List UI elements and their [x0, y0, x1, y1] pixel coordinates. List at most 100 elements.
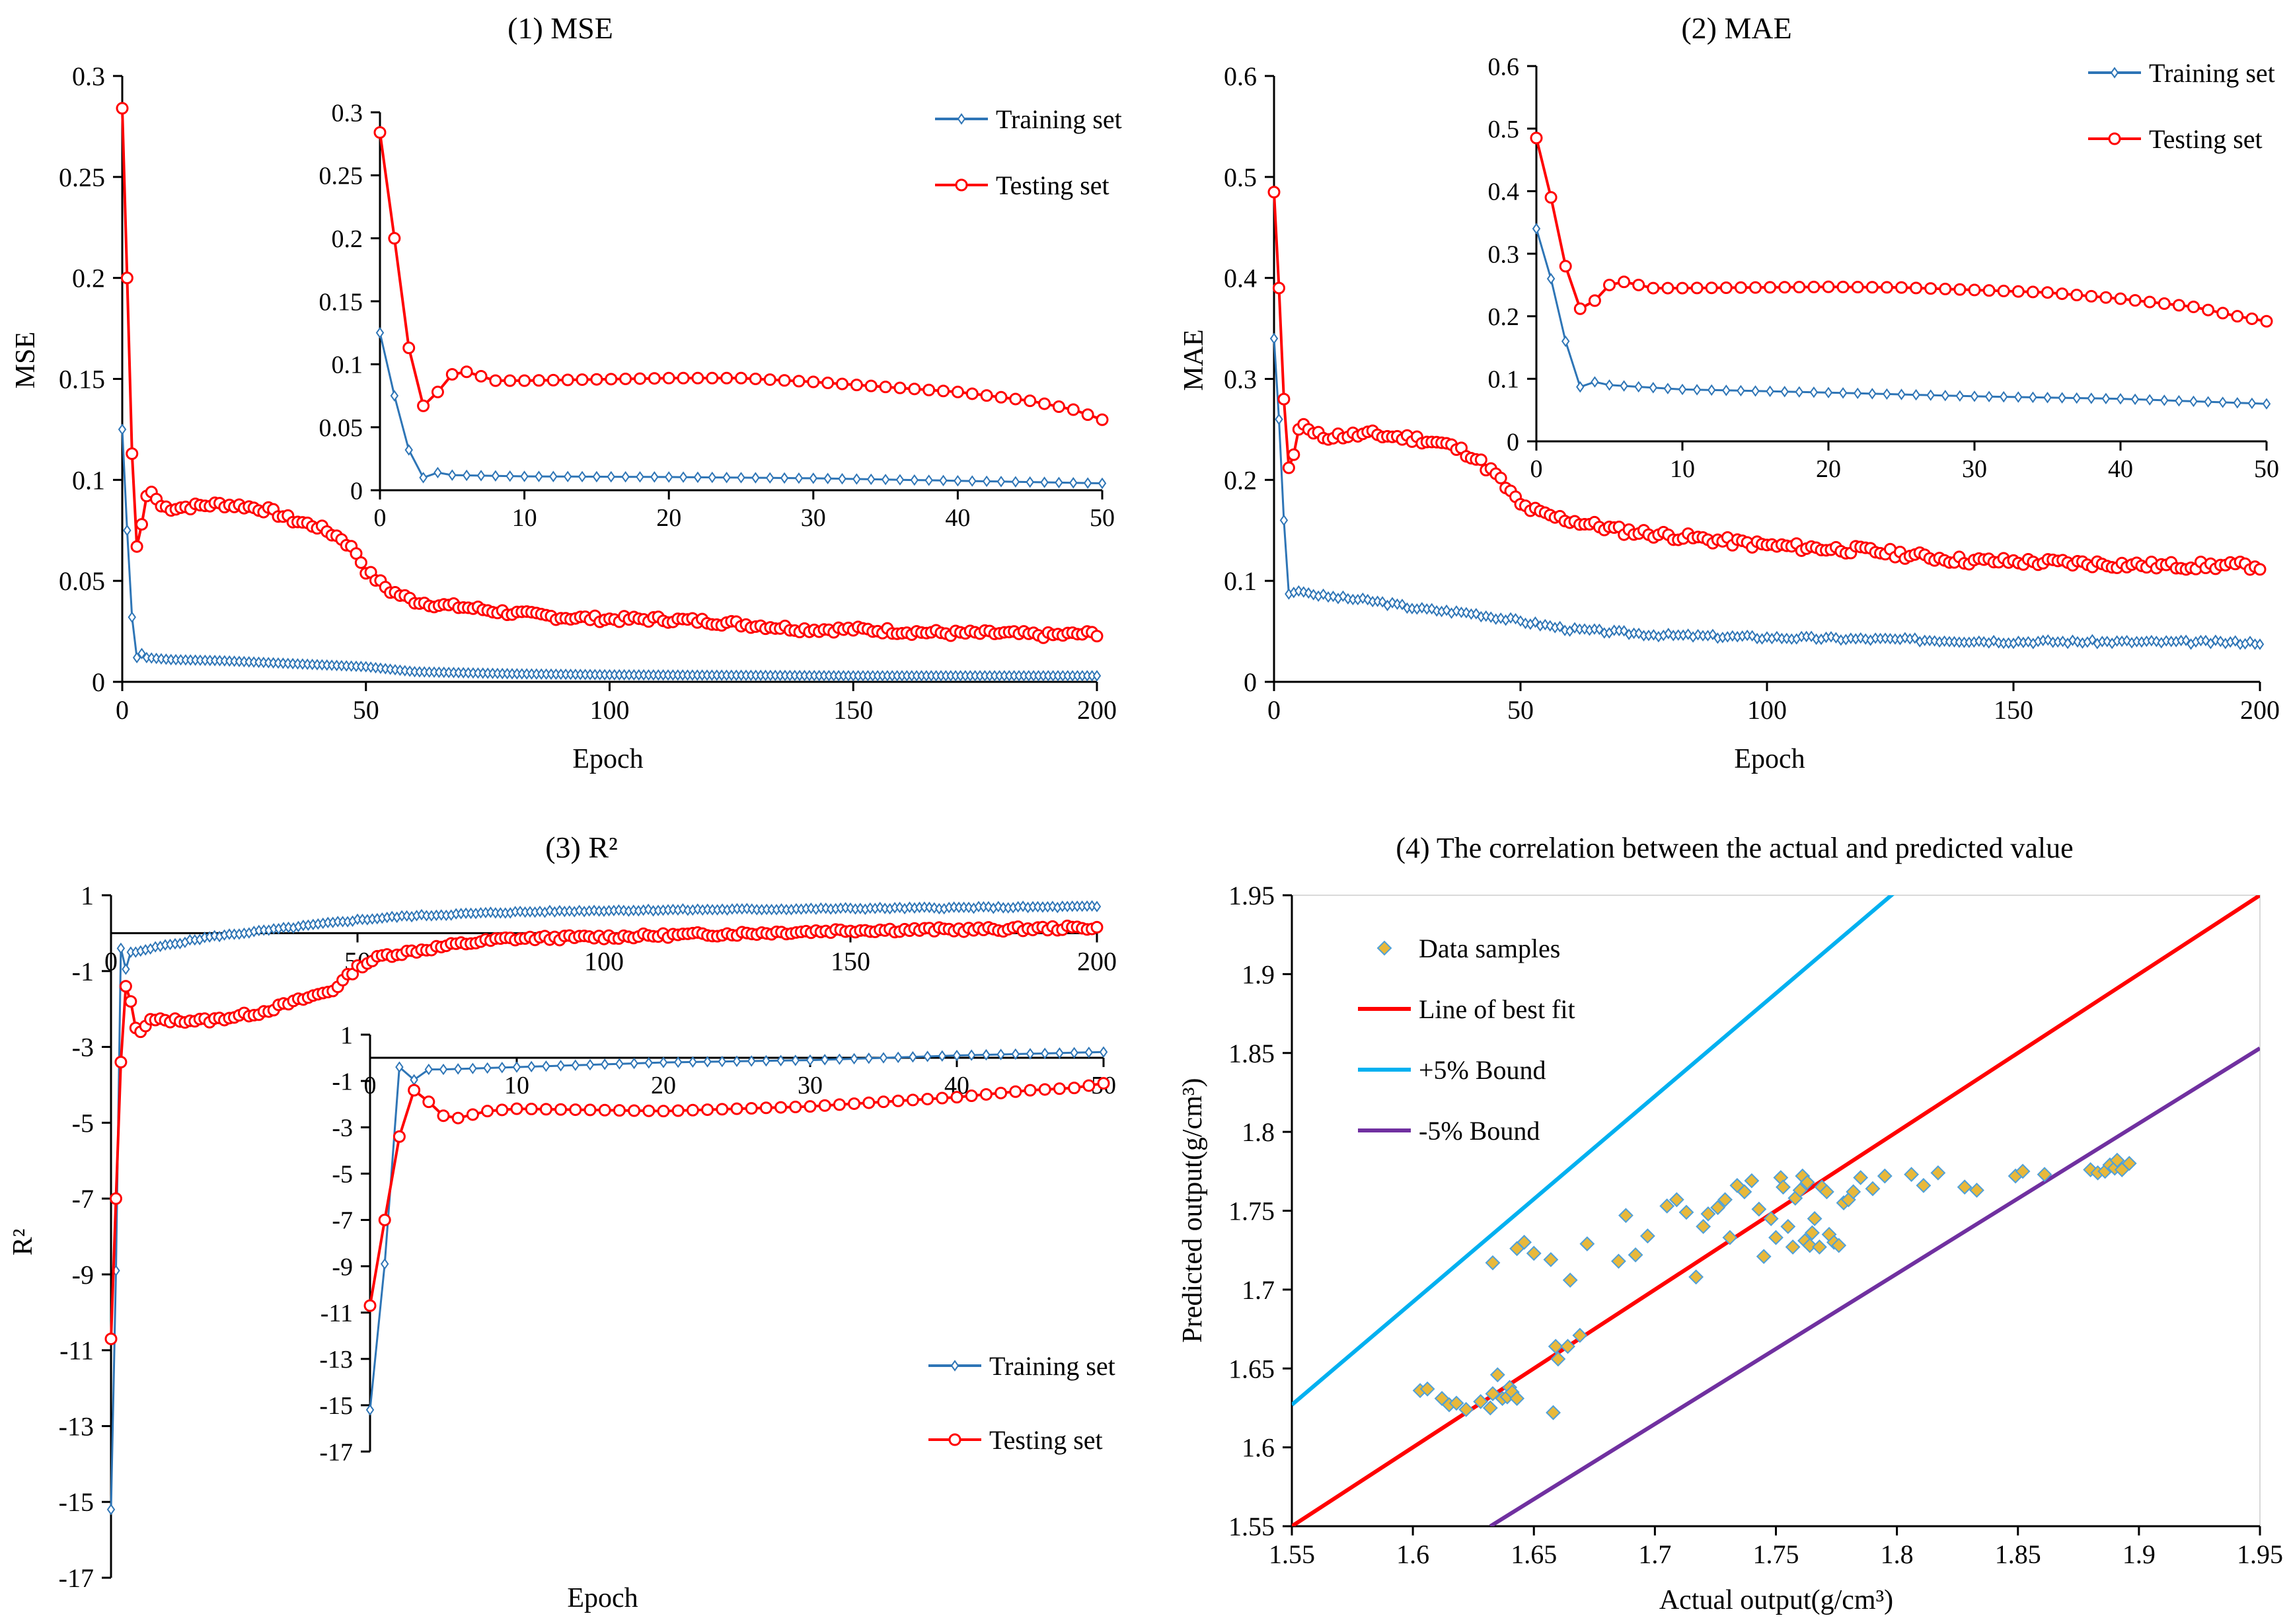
mse-inset-training-marker-30 — [809, 472, 818, 484]
mae-inset-training-marker-18 — [1795, 386, 1804, 398]
corr-line-0 — [1292, 895, 2260, 1526]
mae-training-marker-134 — [1930, 635, 1939, 647]
r2-inset-training-marker-5 — [439, 1063, 448, 1076]
r2-inset-training-marker-33 — [850, 1052, 858, 1065]
mse-y-tick-label-5: 0.25 — [59, 163, 105, 192]
r2-inset-training-marker-21 — [673, 1056, 683, 1068]
mae-y-tick-label-3: 0.3 — [1224, 365, 1257, 394]
mae-training-marker-77 — [1649, 629, 1658, 641]
mae-training-marker-162 — [2068, 634, 2077, 646]
corr-y-tick-label-7: 1.9 — [1242, 959, 1275, 989]
mae-inset-training-marker-35 — [2043, 392, 2052, 404]
mae-inset-training-marker-23 — [1868, 388, 1877, 400]
r2-testing-marker-1 — [109, 1192, 122, 1205]
mae-training-marker-51 — [1521, 617, 1530, 630]
corr-line-2 — [1489, 1047, 2260, 1526]
r2-inset-training-marker-18 — [630, 1057, 638, 1070]
mae-x-tick-label-1: 50 — [1507, 695, 1534, 725]
mae-inset-testing-marker-27 — [1924, 282, 1937, 295]
mae-training-marker-113 — [1826, 631, 1836, 643]
mse-inset-training-marker-18 — [636, 471, 644, 483]
r2-training-line — [110, 904, 1098, 1510]
r2-inset-testing-marker-43 — [995, 1086, 1008, 1099]
mae-training-marker-2 — [1279, 514, 1289, 527]
r2-inset-training-marker-50 — [1099, 1046, 1108, 1058]
data-sample-7 — [1482, 1400, 1498, 1416]
r2-training-marker-63 — [417, 908, 426, 921]
mse-inset-training-marker-11 — [535, 470, 543, 482]
r2-training-marker-77 — [486, 906, 495, 918]
mae-training-marker-50 — [1516, 615, 1525, 627]
corr-legend-label-1: Line of best fit — [1419, 994, 1575, 1024]
chart-title: (2) MAE — [1681, 11, 1791, 45]
mae-training-marker-46 — [1496, 612, 1505, 624]
mae-training-marker-15 — [1343, 593, 1353, 605]
r2-inset-testing-marker-45 — [1024, 1084, 1037, 1097]
r2-inset-training-marker-13 — [556, 1060, 565, 1072]
mse-inset-training-marker-22 — [693, 471, 702, 484]
data-sample-55 — [1799, 1175, 1815, 1190]
mae-inset-testing-marker-35 — [2041, 286, 2054, 299]
mae-inset-training-marker-10 — [1678, 383, 1687, 396]
mae-inset-training-marker-37 — [2072, 392, 2081, 404]
mse-inset-training-marker-8 — [491, 470, 500, 482]
mae-inset-testing-marker-29 — [1953, 283, 1967, 296]
mse-y-tick-label-3: 0.15 — [59, 365, 105, 394]
mse-testing-marker-4 — [135, 518, 148, 531]
mae-training-marker-43 — [1482, 610, 1491, 622]
data-sample-35 — [1696, 1218, 1711, 1234]
mse-inset-training-marker-12 — [549, 470, 558, 482]
mse-inset-testing-marker-11 — [532, 374, 545, 387]
x-axis-label: Epoch — [572, 744, 643, 774]
mae-inset-training-marker-27 — [1926, 389, 1935, 401]
r2-inset-x-tick-label-2: 20 — [651, 1072, 676, 1099]
mse-inset-x-tick-label-4: 40 — [945, 504, 970, 532]
data-sample-26 — [1579, 1236, 1595, 1252]
r2-training-marker-191 — [1048, 901, 1057, 912]
data-sample-37 — [1710, 1200, 1726, 1216]
r2-training-marker-167 — [930, 902, 939, 914]
mae-inset-training-marker-22 — [1853, 387, 1862, 400]
data-sample-44 — [1756, 1249, 1772, 1265]
mae-inset-training-marker-17 — [1780, 386, 1789, 398]
mse-inset-testing-marker-7 — [474, 369, 488, 383]
mae-inset-training-marker-3 — [1576, 381, 1585, 393]
r2-training-marker-180 — [994, 901, 1003, 912]
r2-inset-testing-marker-3 — [408, 1084, 421, 1097]
mae-inset-x-tick-label-3: 30 — [1962, 455, 1987, 483]
data-sample-59 — [1812, 1239, 1827, 1255]
mse-testing-marker-3 — [130, 540, 143, 553]
mse-inset-testing-marker-28 — [778, 374, 791, 387]
r2-inset-testing-marker-21 — [671, 1104, 685, 1117]
r2-inset-training-marker-8 — [483, 1062, 492, 1074]
r2-inset-testing-marker-8 — [481, 1105, 494, 1118]
mae-inset-testing-marker-23 — [1865, 281, 1879, 294]
data-sample-14 — [1509, 1391, 1525, 1407]
mae-inset-testing-marker-48 — [2231, 310, 2244, 323]
mse-inset-testing-marker-16 — [605, 373, 618, 386]
mae-inset-testing-marker-11 — [1690, 281, 1704, 295]
r2-y-tick-label-0: 1 — [81, 881, 94, 910]
mse-y-tick-label-6: 0.3 — [72, 61, 105, 91]
data-sample-75 — [1969, 1183, 1984, 1198]
mae-inset-testing-marker-33 — [2011, 285, 2025, 298]
data-sample-27 — [1611, 1253, 1626, 1269]
r2-inset-testing-marker-27 — [759, 1101, 772, 1115]
corr-y-tick-label-6: 1.85 — [1228, 1039, 1275, 1068]
mse-inset-training-marker-29 — [794, 472, 804, 484]
mae-inset-testing-marker-15 — [1749, 281, 1762, 294]
mae-training-marker-120 — [1861, 633, 1870, 645]
mae-training-marker-39 — [1462, 607, 1471, 619]
r2-inset-training-marker-14 — [571, 1059, 580, 1071]
mae-inset-x-tick-label-5: 50 — [2254, 455, 2279, 483]
mae-inset-training-marker-9 — [1663, 383, 1672, 394]
r2-inset-training-marker-47 — [1055, 1047, 1064, 1059]
x-axis-label: Epoch — [1734, 744, 1805, 774]
data-sample-31 — [1659, 1198, 1675, 1214]
mse-y-tick-label-1: 0.05 — [59, 566, 105, 596]
mse-inset-training-marker-41 — [968, 475, 977, 487]
r2-inset-training-marker-46 — [1040, 1047, 1049, 1060]
r2-inset-testing-marker-16 — [598, 1103, 611, 1117]
mae-inset-testing-marker-49 — [2245, 312, 2259, 325]
r2-inset-training-marker-27 — [762, 1054, 770, 1067]
